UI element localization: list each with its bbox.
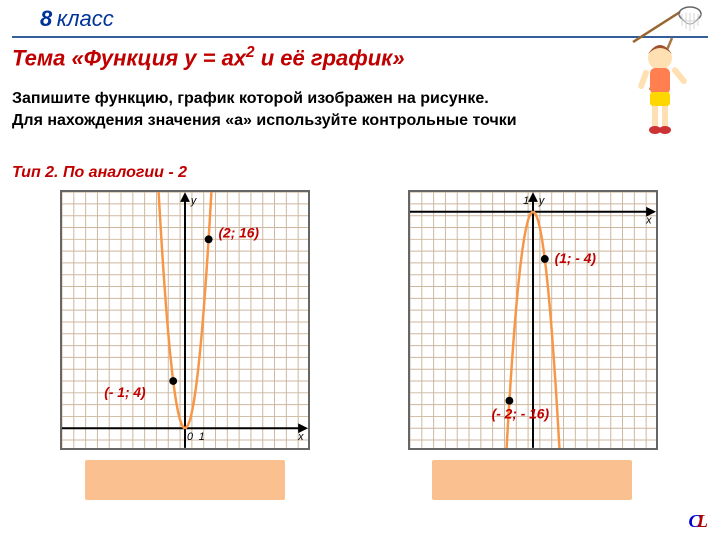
svg-text:y: y bbox=[190, 195, 197, 207]
instruction-text: Запишите функцию, график которой изображ… bbox=[12, 88, 572, 131]
svg-text:1: 1 bbox=[523, 195, 529, 207]
grade-number: 8 bbox=[40, 6, 52, 31]
kid-with-net-icon bbox=[620, 30, 700, 150]
svg-text:y: y bbox=[538, 195, 545, 207]
answer-box-left bbox=[85, 460, 285, 500]
svg-text:1: 1 bbox=[199, 431, 205, 443]
svg-text:x: x bbox=[645, 215, 652, 227]
monogram-icon: C L bbox=[688, 511, 708, 532]
svg-text:0: 0 bbox=[187, 431, 193, 443]
header-divider bbox=[12, 36, 708, 38]
grade-word: класс bbox=[57, 6, 114, 31]
svg-text:(1; - 4): (1; - 4) bbox=[555, 251, 597, 266]
svg-text:x: x bbox=[297, 431, 304, 443]
topic-title: Тема «Функция y = ax2 и её график» bbox=[12, 44, 405, 71]
monogram-l: L bbox=[697, 511, 708, 531]
grade-header: 8 класс bbox=[40, 6, 114, 32]
chart-left: x y 01 (2; 16) (- 1; 4) bbox=[60, 190, 310, 450]
svg-text:(- 1; 4): (- 1; 4) bbox=[104, 385, 146, 400]
answer-box-right bbox=[432, 460, 632, 500]
chart-right: x y1 (1; - 4) (- 2; - 16) bbox=[408, 190, 658, 450]
svg-text:(2; 16): (2; 16) bbox=[218, 225, 259, 240]
svg-text:(- 2; - 16): (- 2; - 16) bbox=[492, 406, 550, 421]
subtitle-text: Тип 2. По аналогии - 2 bbox=[12, 164, 187, 182]
